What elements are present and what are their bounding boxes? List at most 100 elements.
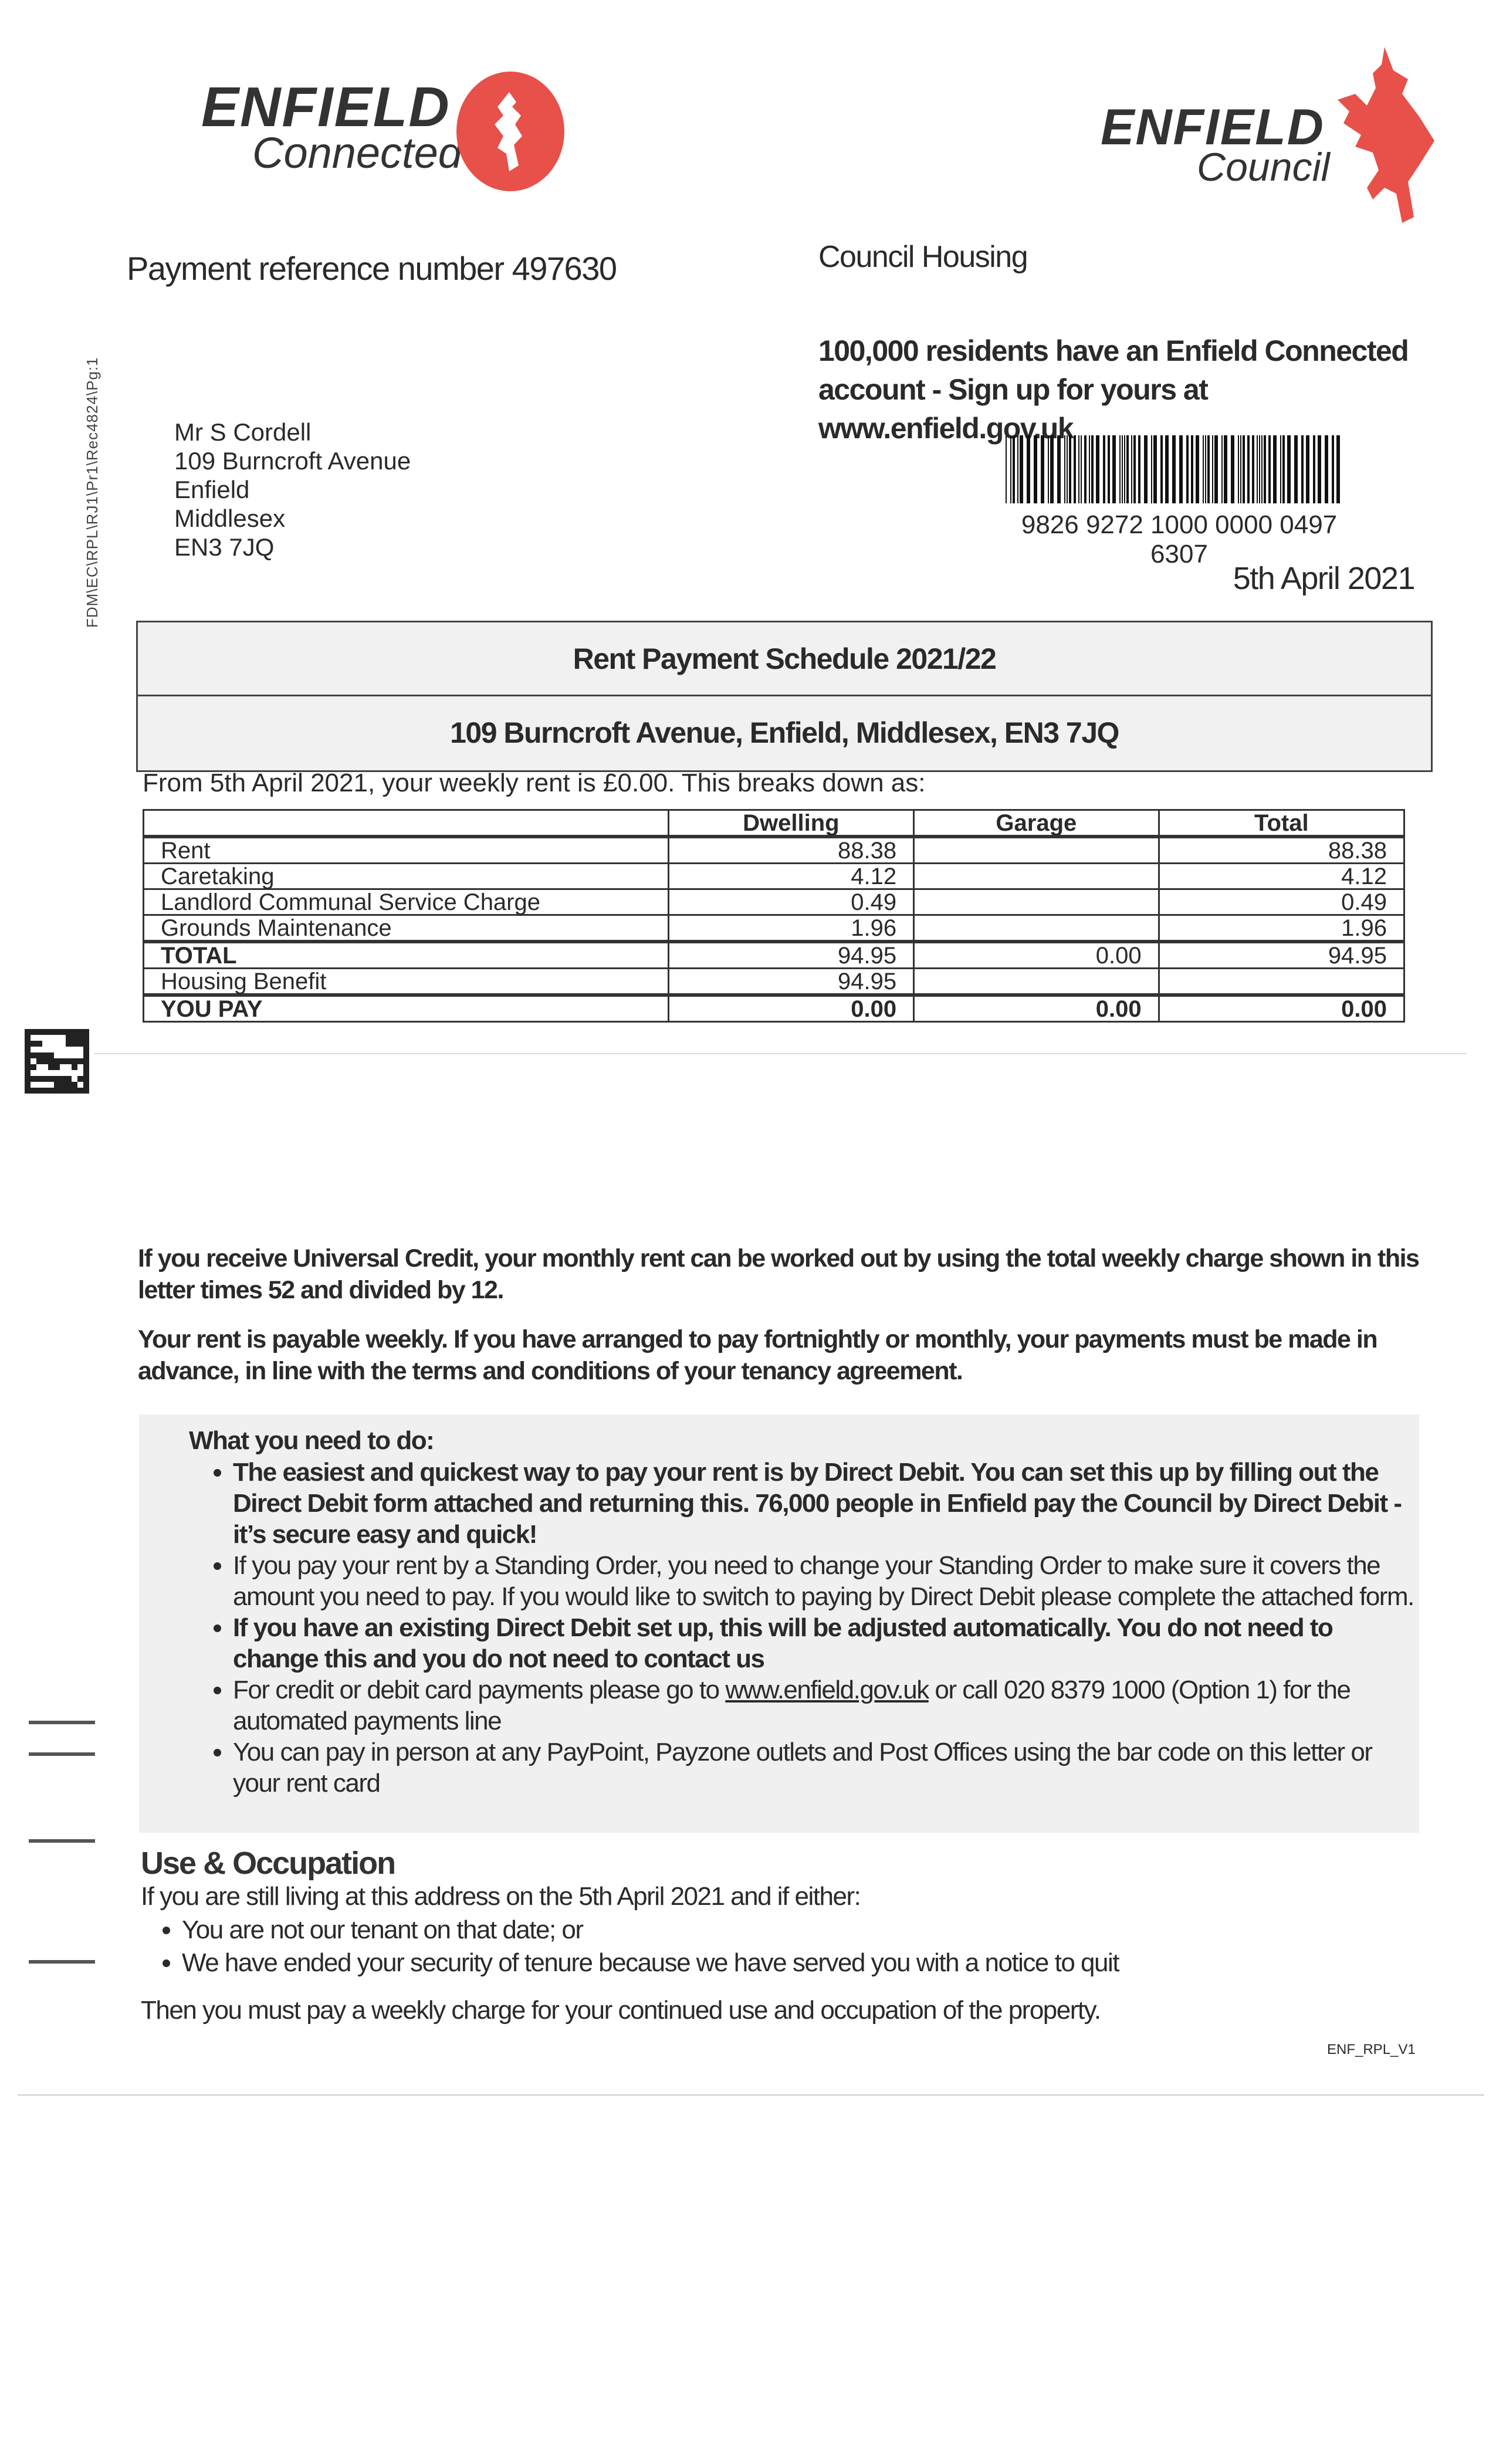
qr-module <box>83 1064 89 1070</box>
use-occupation-intro: If you are still living at this address … <box>141 1882 861 1911</box>
barcode-bar <box>1214 435 1218 503</box>
card-text: For credit or debit card payments please… <box>233 1676 726 1704</box>
schedule-header-box: Rent Payment Schedule 2021/22 109 Burncr… <box>136 621 1433 772</box>
barcode-bar <box>1273 435 1277 503</box>
barcode-bar <box>1280 435 1281 503</box>
barcode-bar <box>1313 435 1315 503</box>
address-line: EN3 7JQ <box>174 533 275 561</box>
divider <box>94 1053 1467 1054</box>
column-header-garage: Garage <box>913 809 1160 838</box>
barcode-bar <box>1325 435 1328 503</box>
qr-module <box>25 1058 31 1064</box>
barcode-bar <box>1196 435 1199 503</box>
barcode-bar <box>1282 435 1285 503</box>
qr-module <box>60 1029 66 1035</box>
barcode-bar <box>1041 435 1044 503</box>
barcode-bar <box>1144 435 1148 503</box>
payment-reference: Payment reference number 497630 <box>127 250 617 287</box>
rent-breakdown-table: Dwelling Garage Total Rent 88.38 88.38 C… <box>143 809 1406 1023</box>
barcode-bar <box>1318 435 1321 503</box>
table-header-row: Dwelling Garage Total <box>143 809 1406 838</box>
barcode-bar <box>1133 435 1136 503</box>
todo-title: What you need to do: <box>189 1426 435 1455</box>
barcode-bar <box>1259 435 1260 503</box>
qr-module <box>42 1076 48 1082</box>
qr-module <box>54 1064 60 1070</box>
barcode-bar <box>1013 435 1015 503</box>
enfield-connected-logo-sub: Connected <box>252 128 462 177</box>
qr-module <box>36 1029 42 1035</box>
qr-module <box>48 1052 54 1058</box>
enfield-connected-logo-word: ENFIELD <box>201 76 451 138</box>
table-row: Caretaking 4.12 4.12 <box>143 862 1406 890</box>
qr-module <box>36 1041 42 1047</box>
qr-module <box>72 1029 77 1035</box>
what-to-do-box: What you need to do: The easiest and qui… <box>139 1414 1419 1833</box>
todo-item: The easiest and quickest way to pay your… <box>233 1457 1424 1550</box>
qr-module <box>66 1076 72 1082</box>
total-value: 0.00 <box>1157 993 1406 1023</box>
barcode-bar <box>1261 435 1263 503</box>
document-side-code: FDM\EC\RPL\RJ1\Pr1\Rec4824\Pg:1 <box>83 357 101 628</box>
qr-module <box>66 1088 72 1094</box>
barcode-bar <box>1057 435 1061 503</box>
qr-module <box>36 1058 42 1064</box>
enfield-website-link[interactable]: www.enfield.gov.uk <box>725 1676 929 1704</box>
qr-module <box>54 1058 60 1064</box>
address-line: 109 Burncroft Avenue <box>174 447 411 475</box>
barcode-bar <box>1108 435 1110 503</box>
barcode-bar <box>1165 435 1169 503</box>
barcode-bar <box>1207 435 1210 503</box>
todo-item: If you pay your rent by a Standing Order… <box>233 1550 1424 1612</box>
enfield-connected-dragon-icon <box>456 72 564 191</box>
promo-text: 100,000 residents have an Enfield Connec… <box>818 334 1409 445</box>
barcode-bar <box>1034 435 1037 503</box>
breakdown-intro: From 5th April 2021, your weekly rent is… <box>143 769 926 797</box>
row-label: Grounds Maintenance <box>143 914 669 943</box>
enfield-council-logo-sub: Council <box>1197 145 1330 189</box>
barcode-number: 9826 9272 1000 0000 0497 6307 <box>1021 510 1338 568</box>
barcode-bar <box>1203 435 1204 503</box>
garage-value <box>913 967 1160 996</box>
form-code: ENF_RPL_V1 <box>1327 2042 1416 2057</box>
total-value: 94.95 <box>1157 940 1406 969</box>
barcode-bar <box>1124 435 1125 503</box>
barcode-bar <box>1268 435 1271 503</box>
barcode-bar <box>1224 435 1227 503</box>
barcode-bar <box>1205 435 1206 503</box>
qr-module <box>31 1029 36 1035</box>
qr-module <box>77 1035 83 1041</box>
payment-barcode <box>1006 435 1340 503</box>
qr-module <box>83 1029 89 1035</box>
todo-list: The easiest and quickest way to pay your… <box>189 1457 1424 1799</box>
qr-module <box>42 1058 48 1064</box>
fold-mark <box>29 1752 95 1756</box>
barcode-bar <box>1017 435 1018 503</box>
universal-credit-note: If you receive Universal Credit, your mo… <box>138 1244 1420 1304</box>
qr-module <box>31 1041 36 1047</box>
barcode-bar <box>1006 435 1007 503</box>
qr-module <box>25 1082 31 1088</box>
barcode-bar <box>1081 435 1082 503</box>
qr-module <box>66 1035 72 1041</box>
qr-module <box>60 1058 66 1064</box>
qr-module <box>83 1088 89 1094</box>
qr-module <box>42 1052 48 1058</box>
barcode-bar <box>1153 435 1157 503</box>
barcode-bar <box>1119 435 1121 503</box>
barcode-bar <box>1050 435 1054 503</box>
table-row-you-pay: YOU PAY 0.00 0.00 0.00 <box>143 993 1406 1023</box>
qr-module <box>72 1058 77 1064</box>
qr-module <box>25 1035 31 1041</box>
column-header-dwelling: Dwelling <box>667 809 915 838</box>
barcode-bar <box>1301 435 1304 503</box>
barcode-bar <box>1294 435 1298 503</box>
fold-mark <box>29 1839 95 1843</box>
use-occupation-item: We have ended your security of tenure be… <box>182 1947 1120 1979</box>
use-occupation-conclusion: Then you must pay a weekly charge for yo… <box>141 1996 1101 2025</box>
total-value: 1.96 <box>1157 914 1406 943</box>
barcode-bar <box>1078 435 1079 503</box>
qr-module <box>48 1088 54 1094</box>
qr-module <box>72 1035 77 1041</box>
barcode-bar <box>1074 435 1076 503</box>
